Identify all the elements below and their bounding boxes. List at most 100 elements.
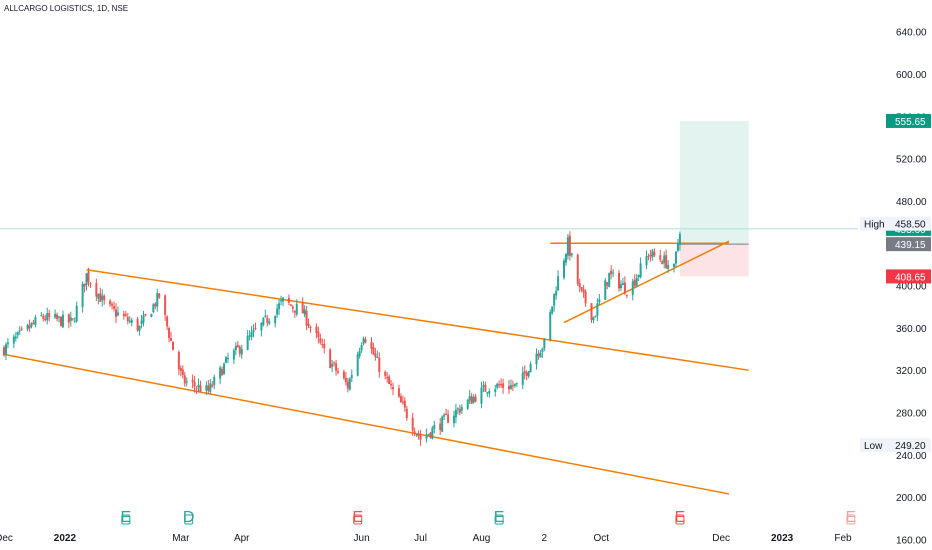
candle-body xyxy=(458,409,461,413)
candle-body xyxy=(553,293,556,306)
candle-body xyxy=(378,357,381,373)
candle-body xyxy=(470,396,473,404)
candle-body xyxy=(433,425,436,429)
candle-body xyxy=(150,314,153,318)
event-marker-earnings-faded[interactable]: E xyxy=(846,509,857,526)
stop-price-tag-box xyxy=(886,269,931,284)
entry-price-tag-text: 439.15 xyxy=(895,240,926,251)
y-axis[interactable]: 640.00600.00560.00520.00480.00440.00400.… xyxy=(896,28,927,547)
candle-body xyxy=(594,316,597,318)
entry-price-tag-box xyxy=(886,237,931,252)
candle-body xyxy=(219,367,222,379)
candle-body xyxy=(54,314,57,318)
candle-body xyxy=(342,371,345,379)
event-marker-box xyxy=(121,514,131,525)
candle-body xyxy=(238,346,241,354)
candle-body xyxy=(555,290,558,296)
event-marker-dividend[interactable]: D xyxy=(183,509,195,526)
candle-body xyxy=(122,314,125,317)
candle-body xyxy=(557,276,560,291)
candle-body xyxy=(443,414,446,417)
x-tick-label: Jul xyxy=(414,533,427,544)
candle-body xyxy=(651,250,654,258)
candle-body xyxy=(305,310,308,326)
candle-body xyxy=(331,363,334,367)
candle-body xyxy=(399,396,402,403)
candle-body xyxy=(663,255,666,264)
candle-body xyxy=(364,339,367,343)
price-tags: 555.65453.60439.15408.65High458.50Low249… xyxy=(860,113,931,453)
candle-body xyxy=(649,254,652,256)
candle-body xyxy=(415,434,418,436)
x-tick-label: 2022 xyxy=(54,533,77,544)
candle-body xyxy=(631,281,634,296)
y-tick-label: 600.00 xyxy=(896,70,927,81)
candle-body xyxy=(103,295,106,301)
candle-body xyxy=(333,362,336,364)
candle-body xyxy=(152,304,155,313)
candle-body xyxy=(193,381,196,387)
candle-body xyxy=(576,254,579,284)
candle-body xyxy=(166,316,169,327)
candle-body xyxy=(221,369,224,376)
candle-body xyxy=(582,289,585,293)
x-tick-label: Jun xyxy=(354,533,370,544)
x-tick-label: Dec xyxy=(0,533,13,544)
candle-body xyxy=(113,306,116,309)
trendline-channel-upper[interactable] xyxy=(86,268,749,371)
candle-body xyxy=(678,234,681,245)
candle-body xyxy=(207,385,210,391)
candle-body xyxy=(12,336,15,344)
candle-body xyxy=(645,256,648,266)
candle-body xyxy=(346,381,349,389)
event-marker-box xyxy=(675,514,685,525)
candle-body xyxy=(413,431,416,434)
candle-body xyxy=(509,385,512,389)
candle-body xyxy=(56,314,59,319)
candle-body xyxy=(158,293,161,298)
candle-body xyxy=(637,275,640,278)
candle-body xyxy=(226,358,229,360)
candle-body xyxy=(128,320,131,322)
candle-body xyxy=(570,253,573,256)
trendlines[interactable] xyxy=(3,240,749,495)
candle-body xyxy=(447,414,450,423)
candle-body xyxy=(618,273,621,289)
event-marker-earnings-red[interactable]: E xyxy=(675,509,686,526)
x-tick-label: Oct xyxy=(594,533,610,544)
candle-body xyxy=(454,409,457,418)
candle-body xyxy=(232,350,235,360)
event-marker-earnings[interactable]: E xyxy=(494,509,505,526)
x-axis[interactable]: Dec 2022 Mar Apr Jun Jul Aug 2 Oct Dec 2023 Feb xyxy=(0,533,852,544)
candle-body xyxy=(344,377,347,382)
candle-body xyxy=(28,325,31,329)
event-marker-earnings[interactable]: E xyxy=(120,509,131,526)
candle-body xyxy=(234,345,237,351)
trendline-channel-lower[interactable] xyxy=(3,353,730,495)
candle-body xyxy=(604,280,607,300)
target-price-tag-box xyxy=(886,113,931,128)
candle-body xyxy=(144,314,147,316)
low-tag-box xyxy=(860,438,931,453)
high-tag-box xyxy=(860,216,931,231)
event-marker-earnings-red[interactable]: E xyxy=(352,509,363,526)
candle-body xyxy=(181,369,184,375)
candle-body xyxy=(266,317,269,323)
candle-body xyxy=(179,368,182,371)
candle-body xyxy=(81,283,84,308)
stop-price-tag: 408.65 xyxy=(886,269,931,284)
candle-body xyxy=(140,320,143,325)
position-zones xyxy=(0,120,858,277)
candle-body xyxy=(240,348,243,355)
candle-body xyxy=(315,326,318,333)
candle-body xyxy=(34,317,37,326)
candle-body xyxy=(372,347,375,355)
candle-body xyxy=(205,385,208,391)
candle-body xyxy=(32,322,35,324)
candle-body xyxy=(498,384,501,386)
target-zone xyxy=(679,120,749,245)
candle-body xyxy=(362,338,365,344)
candle-body xyxy=(260,322,263,331)
